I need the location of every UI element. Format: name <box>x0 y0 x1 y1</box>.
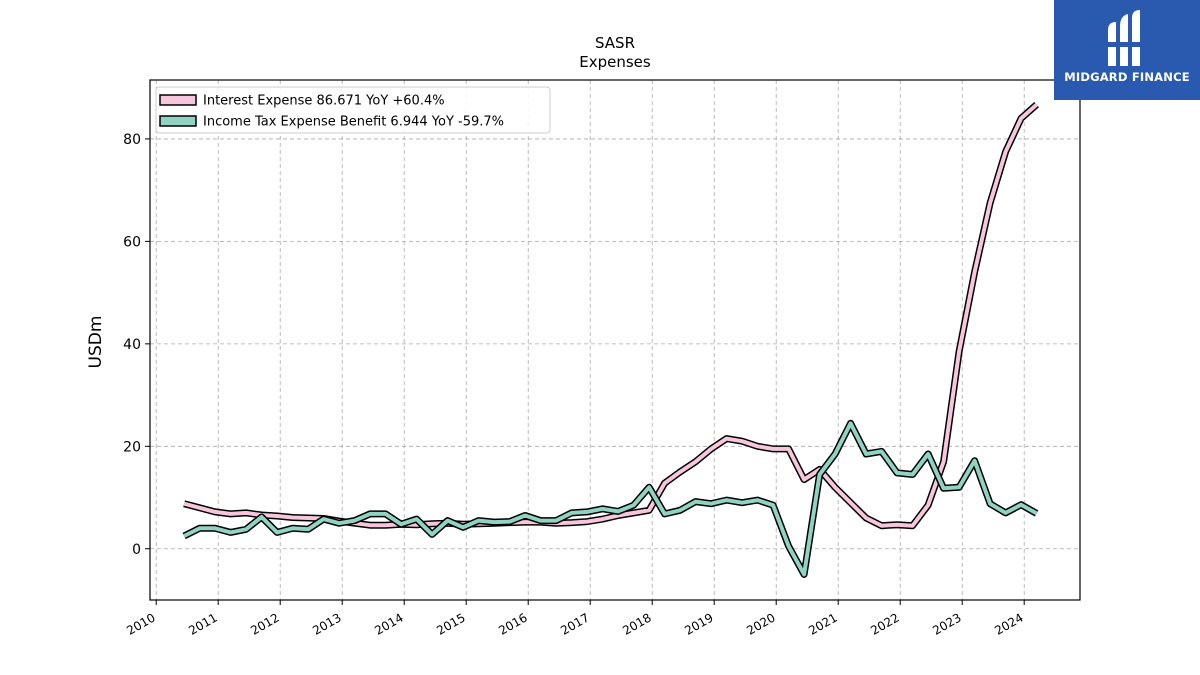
x-tick-label: 2013 <box>310 610 343 637</box>
y-axis-label: USDm <box>86 316 106 369</box>
x-tick-label: 2012 <box>248 610 281 637</box>
series-layer <box>182 101 1039 578</box>
legend-swatch-interest-expense <box>159 94 197 106</box>
series-income-tax-expense-benefit <box>182 419 1039 578</box>
x-tick-label: 2014 <box>372 610 405 637</box>
logo: MIDGARD FINANCE <box>1054 0 1200 100</box>
y-tick-label: 60 <box>123 234 141 250</box>
x-tick-label: 2021 <box>806 610 839 637</box>
legend-swatch-income-tax-expense-benefit <box>159 115 197 127</box>
x-tick-label: 2017 <box>558 610 591 637</box>
x-tick-label: 2019 <box>682 610 715 637</box>
chart-title: SASR <box>595 34 635 52</box>
x-tick-label: 2010 <box>124 610 157 637</box>
y-tick-label: 20 <box>123 439 141 455</box>
x-tick-label: 2024 <box>992 610 1025 637</box>
x-tick-label: 2016 <box>496 610 529 637</box>
x-tick-label: 2018 <box>620 610 653 637</box>
y-tick-label: 80 <box>123 132 141 148</box>
series-line-outline <box>183 101 1039 530</box>
x-tick-label: 2022 <box>868 610 901 637</box>
logo-text: MIDGARD FINANCE <box>1064 70 1190 84</box>
legend-label-interest-expense: Interest Expense 86.671 YoY +60.4% <box>203 94 445 109</box>
legend-box <box>155 86 551 134</box>
x-tick-label: 2020 <box>744 610 777 637</box>
y-tick-label: 40 <box>123 337 141 353</box>
x-tick-label: 2023 <box>930 610 963 637</box>
legend: Interest Expense 86.671 YoY +60.4% Income… <box>155 86 551 134</box>
grid <box>150 80 1080 600</box>
series-line <box>183 421 1038 577</box>
ticks: 0 20 40 60 80 2010 2011 2012 2013 2014 2015 2016 201… <box>123 132 1026 638</box>
logo-mark-icon <box>1106 10 1144 66</box>
y-tick-label: 0 <box>132 542 141 558</box>
series-line <box>183 103 1038 528</box>
plot-frame <box>149 79 1081 601</box>
x-tick-label: 2011 <box>186 610 219 637</box>
legend-label-income-tax-expense-benefit: Income Tax Expense Benefit 6.944 YoY -59… <box>203 115 504 130</box>
x-tick-label: 2015 <box>434 610 467 637</box>
series-interest-expense <box>183 101 1039 530</box>
chart-subtitle: Expenses <box>579 53 651 71</box>
